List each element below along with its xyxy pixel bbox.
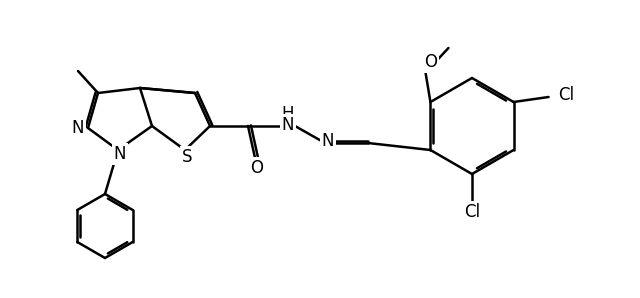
Text: O: O [424, 53, 437, 71]
Text: Cl: Cl [559, 86, 575, 104]
Text: S: S [182, 148, 192, 166]
Text: N: N [322, 132, 334, 150]
Text: N: N [114, 145, 126, 163]
Text: O: O [250, 159, 264, 177]
Text: H: H [282, 105, 294, 123]
Text: N: N [72, 119, 84, 137]
Text: Cl: Cl [464, 203, 480, 221]
Text: N: N [282, 116, 294, 134]
